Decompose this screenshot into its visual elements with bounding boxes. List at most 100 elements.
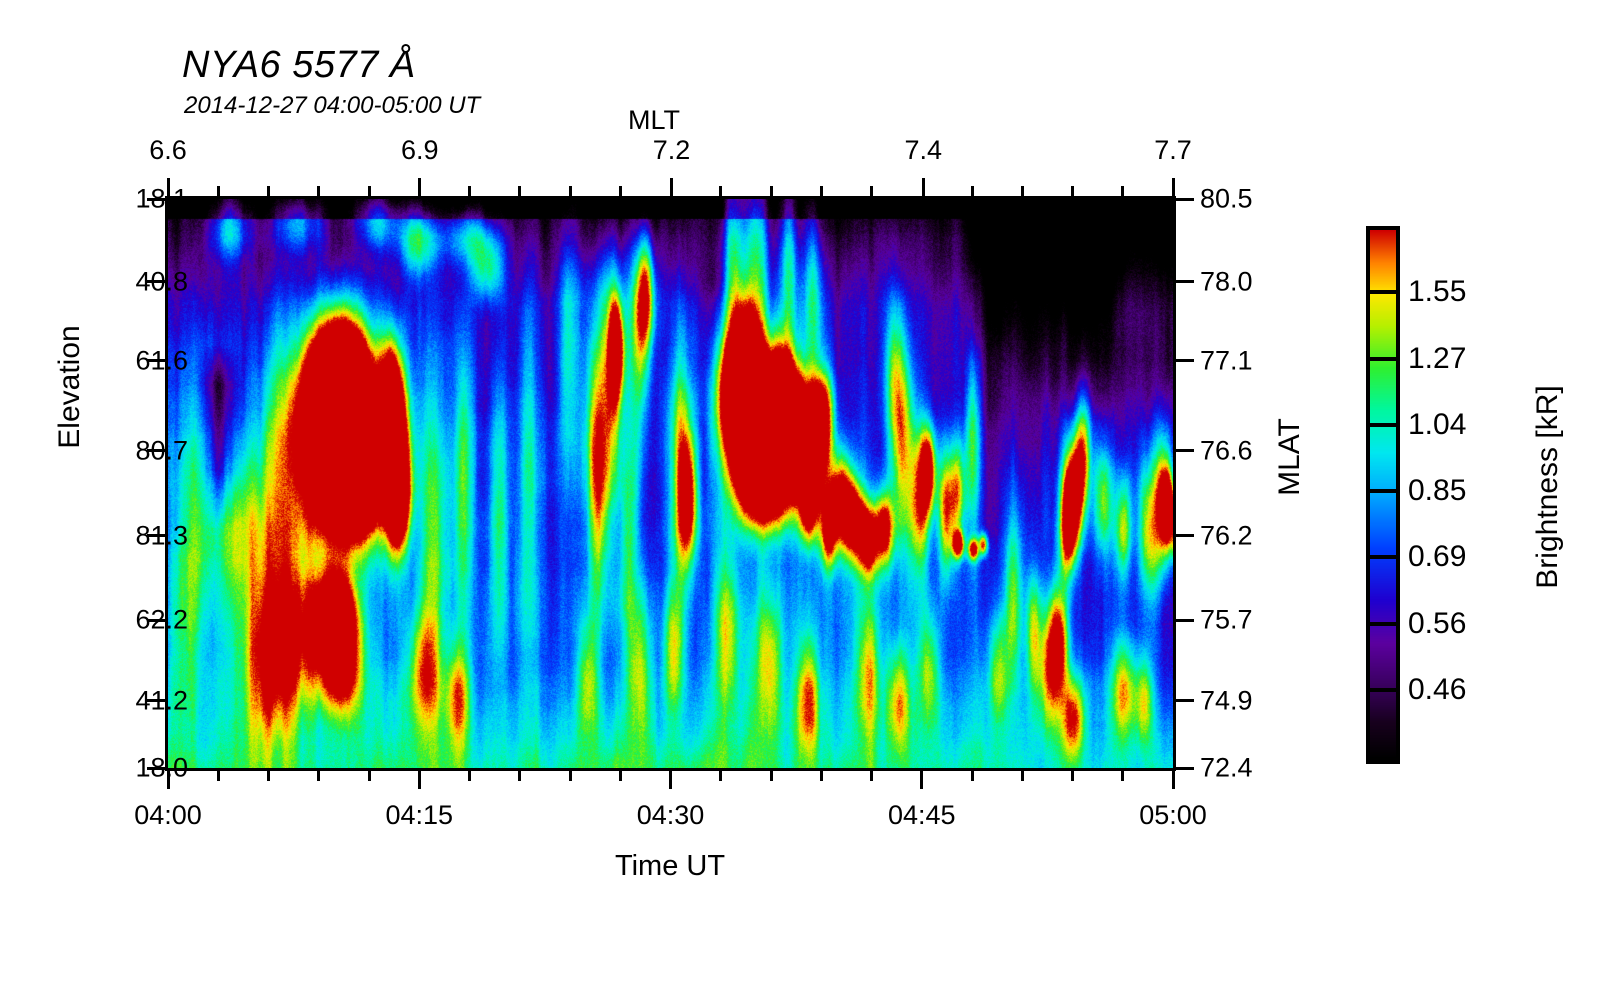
colorbar-tick-label: 0.69	[1408, 540, 1467, 574]
y-tick-label: 81.3	[135, 520, 188, 551]
colorbar-tick-label: 0.46	[1408, 672, 1467, 706]
colorbar-gradient	[1370, 230, 1396, 760]
y2-tick-major	[1176, 280, 1194, 284]
x-tick-major	[920, 771, 924, 789]
x2-tick-label: 7.7	[1154, 135, 1192, 165]
right-axis-title: MLAT	[1273, 418, 1306, 496]
y-tick-major	[147, 534, 165, 538]
colorbar-segment-divider	[1366, 489, 1400, 493]
x-tick-minor	[1121, 771, 1125, 781]
x2-tick-label: 7.4	[904, 135, 943, 165]
x-tick-minor	[870, 771, 873, 781]
y-tick-label: 18.1	[135, 183, 188, 214]
y2-tick-major	[1176, 534, 1194, 538]
y2-tick-major	[1176, 766, 1194, 770]
x2-tick-minor	[970, 186, 974, 196]
x-tick-minor	[216, 771, 220, 781]
y2-tick-label: 75.7	[1200, 604, 1253, 635]
y2-tick-major	[1176, 699, 1194, 703]
y-tick-label: 40.8	[135, 266, 188, 297]
x2-tick-minor	[518, 186, 522, 196]
x2-tick-minor	[317, 186, 321, 196]
y2-tick-label: 76.6	[1200, 435, 1253, 466]
x2-tick-minor	[367, 186, 371, 196]
y-tick-major	[147, 618, 165, 622]
x2-tick-major	[166, 178, 170, 196]
colorbar-segment-divider	[1366, 687, 1400, 692]
x-tick-minor	[769, 771, 773, 781]
x-tick-major	[1171, 771, 1175, 789]
colorbar-tick-label: 0.85	[1408, 474, 1467, 507]
x2-tick-minor	[267, 186, 270, 196]
x-tick-minor	[618, 771, 622, 781]
x-tick-minor	[468, 771, 471, 781]
y-tick-label: 61.6	[135, 345, 188, 376]
x2-tick-minor	[1071, 186, 1074, 196]
y2-tick-label: 76.2	[1200, 520, 1253, 551]
x2-tick-major	[418, 178, 422, 196]
x-tick-label: 04:45	[887, 800, 956, 830]
colorbar-tick-label: 0.56	[1408, 606, 1467, 640]
y-tick-label: 80.7	[135, 435, 188, 466]
x2-tick-minor	[1020, 186, 1024, 196]
colorbar-title: Brightness [kR]	[1531, 385, 1564, 589]
colorbar-segment-divider	[1366, 555, 1400, 560]
x-tick-minor	[367, 771, 371, 781]
x-tick-minor	[1020, 771, 1024, 781]
y-tick-major	[147, 449, 165, 453]
colorbar-segment-divider	[1366, 422, 1400, 427]
x-tick-minor	[719, 771, 723, 781]
colorbar-tick-label: 1.27	[1408, 341, 1467, 375]
plot-subtitle: 2014-12-27 04:00-05:00 UT	[184, 92, 481, 119]
bottom-axis-title: Time UT	[614, 850, 726, 882]
x2-tick-minor	[870, 186, 873, 196]
x-tick-label: 05:00	[1139, 800, 1207, 830]
x2-tick-major	[921, 178, 925, 196]
x2-tick-major	[1171, 178, 1175, 196]
y-tick-major	[147, 699, 165, 703]
y-tick-major	[147, 280, 165, 284]
y-tick-major	[147, 359, 165, 363]
x2-tick-major	[670, 178, 673, 196]
y2-tick-label: 77.1	[1200, 345, 1253, 376]
x2-tick-label: 7.2	[652, 135, 691, 165]
y-tick-label: 62.2	[135, 604, 188, 635]
x2-tick-minor	[819, 186, 823, 196]
x-tick-minor	[970, 771, 974, 781]
colorbar-segment-divider	[1366, 621, 1400, 626]
x-tick-major	[669, 771, 672, 789]
x-tick-minor	[819, 771, 823, 781]
colorbar-tick-label: 1.55	[1408, 275, 1467, 309]
keogram-image	[168, 199, 1173, 768]
y2-tick-label: 72.4	[1200, 752, 1253, 783]
x2-tick-minor	[719, 186, 723, 196]
x2-tick-minor	[568, 186, 572, 196]
x-tick-minor	[518, 771, 522, 781]
x-tick-minor	[267, 771, 270, 781]
colorbar-segment-divider	[1366, 290, 1400, 295]
x-tick-minor	[568, 771, 572, 781]
y2-tick-label: 74.9	[1200, 685, 1253, 716]
x-tick-minor	[1071, 771, 1074, 781]
y2-tick-major	[1176, 618, 1194, 622]
y2-tick-label: 78.0	[1200, 266, 1253, 297]
y2-tick-major	[1176, 197, 1194, 201]
x2-tick-label: 6.6	[149, 135, 187, 165]
x2-tick-minor	[1121, 186, 1125, 196]
y2-tick-label: 80.5	[1200, 183, 1253, 214]
x2-tick-minor	[769, 186, 773, 196]
y-tick-major	[147, 766, 165, 770]
x2-tick-minor	[618, 186, 622, 196]
x-tick-minor	[317, 771, 321, 781]
y2-tick-major	[1176, 359, 1194, 363]
top-axis-title: MLT	[628, 105, 680, 135]
x2-tick-minor	[216, 186, 220, 196]
y2-tick-major	[1176, 449, 1194, 453]
plot-title: NYA6 5577 Å	[182, 44, 416, 86]
keogram-plot-area	[165, 196, 1176, 771]
y-tick-label: 18.0	[135, 752, 188, 783]
x-tick-label: 04:30	[636, 800, 705, 830]
y-tick-label: 41.2	[135, 685, 188, 716]
x-tick-label: 04:15	[385, 800, 454, 830]
x-tick-major	[417, 771, 421, 789]
